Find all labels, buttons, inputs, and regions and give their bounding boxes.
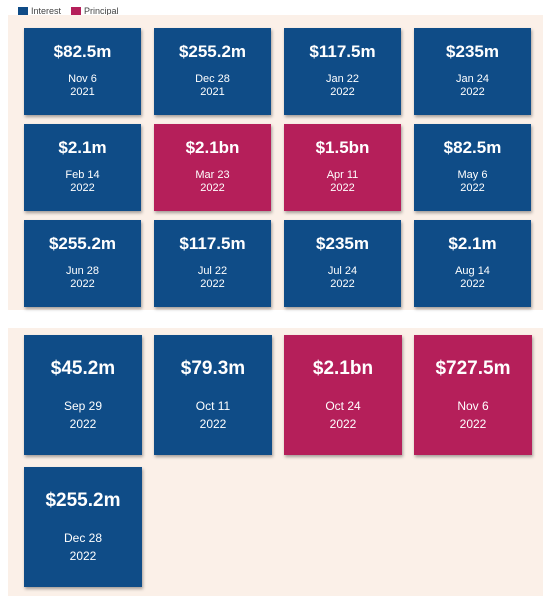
legend-item-interest: Interest	[18, 6, 61, 16]
payment-year: 2021	[200, 86, 225, 98]
payment-amount: $82.5m	[53, 42, 112, 61]
payment-year: 2021	[70, 86, 95, 98]
payment-year: 2022	[330, 278, 355, 290]
payment-tile: $2.1bn Oct 24 2022	[284, 335, 402, 455]
payment-amount: $2.1m	[448, 234, 497, 253]
payment-tile: $82.5m May 6 2022	[414, 124, 531, 211]
payment-tile: $2.1bn Mar 23 2022	[154, 124, 271, 211]
payment-amount: $1.5bn	[315, 138, 370, 157]
payment-year: 2022	[70, 182, 95, 194]
payment-date: Jun 28	[65, 265, 100, 277]
payment-tile: $255.2m Dec 28 2021	[154, 28, 271, 115]
payment-year: 2022	[460, 86, 485, 98]
payment-date: May 6	[457, 169, 488, 181]
legend: Interest Principal	[18, 5, 119, 17]
payment-tile: $727.5m Nov 6 2022	[414, 335, 532, 455]
payment-date: Apr 11	[326, 169, 359, 181]
legend-swatch-interest	[18, 6, 28, 16]
payment-amount: $117.5m	[179, 234, 246, 253]
payment-date: Nov 6	[457, 399, 489, 413]
legend-label-principal: Principal	[84, 6, 119, 16]
payment-tile: $1.5bn Apr 11 2022	[284, 124, 401, 211]
payment-tile: $117.5m Jul 22 2022	[154, 220, 271, 307]
payment-date: Oct 11	[195, 399, 231, 413]
payment-year: 2022	[460, 278, 485, 290]
payment-tile: $235m Jan 24 2022	[414, 28, 531, 115]
payment-date: Mar 23	[195, 169, 230, 181]
payment-amount: $2.1bn	[312, 358, 374, 379]
payment-year: 2022	[460, 182, 485, 194]
payment-year: 2022	[199, 417, 227, 431]
payment-year: 2022	[459, 417, 487, 431]
payment-amount: $235m	[316, 234, 369, 253]
payment-amount: $82.5m	[443, 138, 502, 157]
payment-year: 2022	[329, 417, 357, 431]
payment-year: 2022	[69, 417, 97, 431]
payment-amount: $117.5m	[309, 42, 376, 61]
payment-tile: $2.1m Aug 14 2022	[414, 220, 531, 307]
payment-panel-2: $45.2m Sep 29 2022 $79.3m Oct 11 2022 $2.1bn Oc…	[8, 328, 543, 596]
legend-item-principal: Principal	[71, 6, 119, 16]
payment-date: Jan 22	[325, 73, 360, 85]
payment-year: 2022	[200, 278, 225, 290]
payment-amount: $45.2m	[50, 358, 116, 379]
payment-amount: $255.2m	[45, 490, 121, 511]
payment-date: Jul 22	[197, 265, 228, 277]
payment-tile: $45.2m Sep 29 2022	[24, 335, 142, 455]
payment-year: 2022	[330, 182, 355, 194]
payment-tile: $255.2m Dec 28 2022	[24, 467, 142, 587]
payment-tile: $82.5m Nov 6 2021	[24, 28, 141, 115]
payment-tile: $255.2m Jun 28 2022	[24, 220, 141, 307]
payment-date: Nov 6	[68, 73, 97, 85]
payment-date: Oct 24	[325, 399, 361, 413]
payment-year: 2022	[330, 86, 355, 98]
legend-label-interest: Interest	[31, 6, 62, 16]
payment-date: Jan 24	[455, 73, 490, 85]
payment-date: Aug 14	[455, 265, 490, 277]
payment-amount: $235m	[446, 42, 499, 61]
payment-panel-1: $82.5m Nov 6 2021 $255.2m Dec 28 2021 $117.5m J…	[8, 15, 543, 310]
payment-tile: $235m Jul 24 2022	[284, 220, 401, 307]
payment-date: Jul 24	[327, 265, 358, 277]
payment-amount: $727.5m	[435, 358, 511, 379]
payment-date: Dec 28	[63, 531, 103, 545]
payment-amount: $79.3m	[180, 358, 246, 379]
payment-year: 2022	[69, 549, 97, 563]
payment-amount: $2.1bn	[185, 138, 240, 157]
payment-date: Sep 29	[63, 399, 103, 413]
payment-tile: $2.1m Feb 14 2022	[24, 124, 141, 211]
payment-date: Dec 28	[195, 73, 230, 85]
payment-tile: $79.3m Oct 11 2022	[154, 335, 272, 455]
payment-year: 2022	[200, 182, 225, 194]
payment-amount: $255.2m	[178, 42, 247, 61]
payment-date: Feb 14	[65, 169, 100, 181]
payment-year: 2022	[70, 278, 95, 290]
payment-amount: $2.1m	[58, 138, 107, 157]
legend-swatch-principal	[71, 6, 82, 16]
payment-amount: $255.2m	[48, 234, 117, 253]
payment-tile: $117.5m Jan 22 2022	[284, 28, 401, 115]
